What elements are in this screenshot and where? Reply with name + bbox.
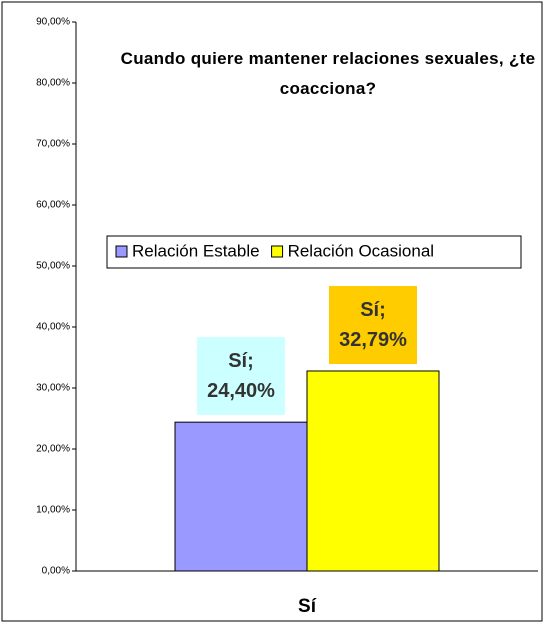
legend-swatch <box>115 245 128 258</box>
y-tick-label: 40,00% <box>36 322 70 333</box>
y-tick-label: 30,00% <box>36 383 70 394</box>
data-label: Sí; 24,40% <box>197 337 285 416</box>
y-tick-label: 60,00% <box>36 200 70 211</box>
y-tick-label: 0,00% <box>42 566 70 577</box>
y-tick-label: 90,00% <box>36 17 70 28</box>
bar <box>174 421 308 572</box>
legend-swatch <box>271 245 284 258</box>
legend-label: Relación Ocasional <box>288 241 434 260</box>
chart-title: Cuando quiere mantener relaciones sexual… <box>120 49 536 98</box>
legend-box <box>106 235 522 269</box>
data-label: Sí; 32,79% <box>329 285 417 364</box>
x-tick-label: Sí <box>298 596 317 617</box>
y-tick-label: 10,00% <box>36 505 70 516</box>
y-tick-label: 50,00% <box>36 261 70 272</box>
y-tick-label: 70,00% <box>36 139 70 150</box>
legend-label: Relación Estable <box>132 241 260 260</box>
y-tick-label: 20,00% <box>36 444 70 455</box>
y-tick-label: 80,00% <box>36 78 70 89</box>
bar <box>306 370 440 572</box>
